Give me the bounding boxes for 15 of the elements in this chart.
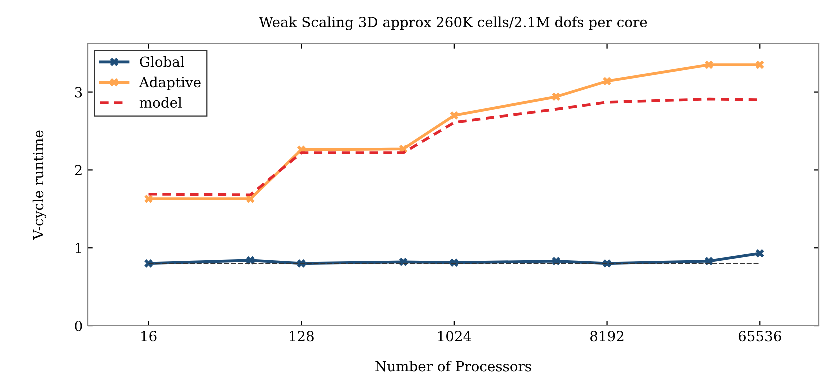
legend-label: Global xyxy=(140,56,184,68)
chart-title: Weak Scaling 3D approx 260K cells/2.1M dofs per core xyxy=(259,16,648,30)
x-tick-label: 8192 xyxy=(590,331,624,342)
x-tick-label: 128 xyxy=(290,331,314,342)
x-tick-label: 16 xyxy=(142,331,157,342)
y-tick-label: 3 xyxy=(75,87,82,98)
legend-label: model xyxy=(140,97,182,108)
y-axis-title: V-cycle runtime xyxy=(32,130,47,240)
y-tick-label: 1 xyxy=(76,243,82,254)
y-tick-label: 2 xyxy=(75,165,82,176)
x-tick-label: 65536 xyxy=(738,331,782,342)
y-tick-label: 0 xyxy=(75,320,82,332)
x-tick-label: 1024 xyxy=(438,331,472,342)
legend-label: Adaptive xyxy=(139,76,201,90)
x-axis-title: Number of Processors xyxy=(376,360,532,372)
